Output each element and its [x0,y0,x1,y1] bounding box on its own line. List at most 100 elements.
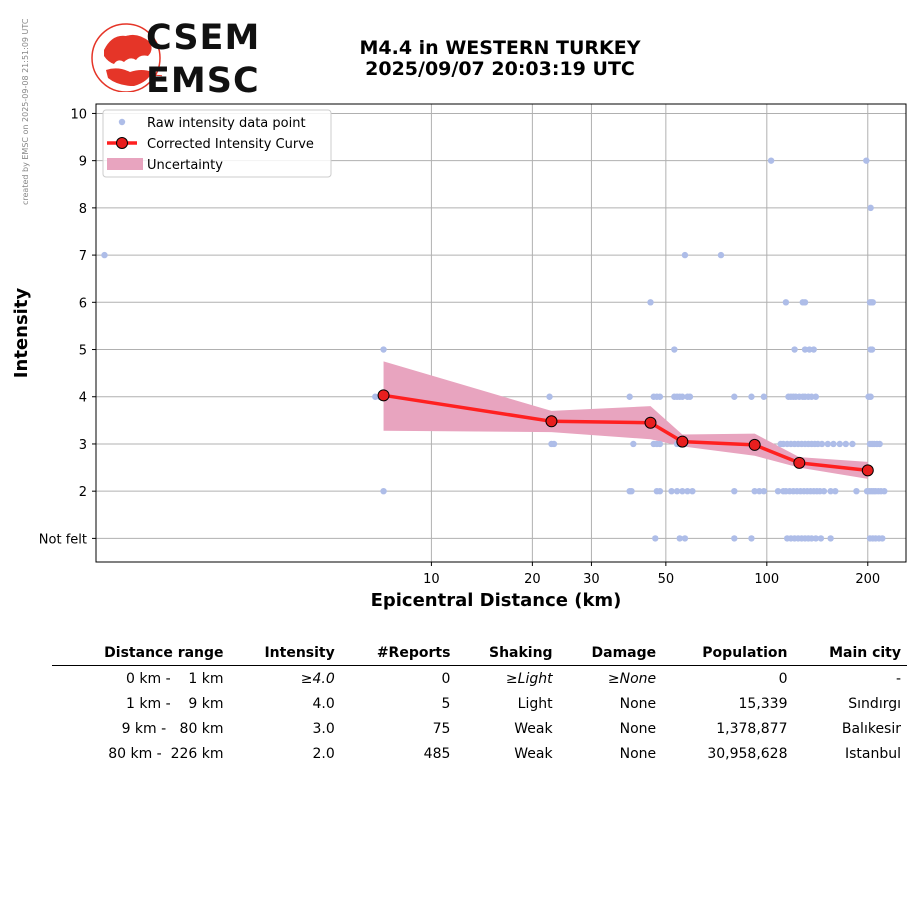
raw-data-point [827,535,834,542]
raw-data-point [876,440,883,448]
cell-shaking: Light [517,695,553,712]
y-tick-label: 9 [79,155,87,170]
cell-reports: 5 [441,695,451,712]
curve-marker [793,456,806,469]
legend-box [102,109,332,178]
uncertainty-band [383,361,868,479]
cell-population: 0 [778,670,788,687]
cell-city: Sındırgı [848,695,901,712]
raw-data-point [731,535,738,542]
y-tick-label: 7 [79,249,87,264]
raw-data-point [380,346,387,353]
raw-data-point [842,440,850,448]
intensity-table: Distance range Intensity #Reports Shakin… [52,640,907,766]
col-distance-range: Distance range [52,640,230,666]
cell-intensity: ≥4.0 [300,670,335,687]
raw-data-point [717,251,725,259]
raw-data-point [849,440,856,448]
raw-data-point [684,487,691,495]
raw-data-point [863,157,870,164]
legend-raw-label: Raw intensity data point [147,116,306,131]
raw-data-point [550,440,558,448]
cell-shaking: Weak [514,720,553,737]
x-tick-label: 200 [855,572,880,587]
raw-data-point [679,487,686,495]
chart-title: M4.4 in WESTERN TURKEY 2025/09/07 20:03:… [300,38,700,80]
y-tick-label: 4 [79,391,87,406]
cell-damage: None [619,695,657,712]
legend-band-label: Uncertainty [147,158,223,173]
raw-data-point [760,487,768,495]
cell-reports: 0 [441,670,451,687]
cell-shaking: Weak [514,745,553,762]
y-tick-label: 10 [70,107,87,122]
y-tick-label: 2 [79,485,87,500]
cell-damage: ≥None [607,670,657,687]
raw-data-point [748,535,755,542]
intensity-chart: Not felt 2 3 4 5 6 7 8 9 10 10 20 30 50 100 200 Epicentr… [11,103,907,611]
raw-data-point [801,299,809,306]
title-line-1: M4.4 in WESTERN TURKEY [359,37,641,59]
cell-reports: 485 [423,745,451,762]
cell-population: 1,378,877 [716,720,788,737]
raw-data-point [656,487,664,495]
raw-data-point [546,393,553,400]
raw-data-point [853,487,860,495]
legend-curve-marker [116,137,128,149]
raw-data-point [671,346,678,353]
x-tick-label: 50 [658,572,675,587]
raw-data-point [824,440,832,448]
table-row: 9 km - 80 km 3.0 75 Weak None 1,378,877 … [52,716,907,741]
cell-reports: 75 [432,720,451,737]
logo-text-csem: CSEM [146,18,261,58]
x-tick-label: 10 [423,572,440,587]
logo-text-emsc: EMSC [146,61,260,101]
col-shaking: Shaking [456,640,559,666]
raw-data-point [836,440,843,448]
curve-marker [545,415,558,428]
plot-frame [95,103,907,563]
raw-data-point [827,487,834,495]
raw-data-point [731,393,738,400]
raw-data-point [817,535,825,542]
raw-data-point [628,487,635,495]
raw-data-point [679,393,686,400]
curve-marker [676,435,689,448]
table-header-row: Distance range Intensity #Reports Shakin… [52,640,907,666]
raw-data-point [689,487,696,495]
y-tick-label: Not felt [39,532,87,547]
legend-band-swatch [107,158,143,170]
x-tick-label: 100 [754,572,779,587]
col-intensity: Intensity [229,640,341,666]
cell-city: - [895,670,901,687]
col-damage: Damage [558,640,663,666]
raw-data-point [668,487,675,495]
x-tick-label: 20 [524,572,541,587]
x-axis-label: Epicentral Distance (km) [371,590,622,611]
raw-data-point [818,440,826,448]
raw-data-point [867,393,874,400]
raw-data-point [830,440,837,448]
y-tick-label: 8 [79,202,87,217]
curve-marker [748,438,761,451]
raw-data-point [791,346,798,353]
raw-data-point [832,487,839,495]
raw-data-point [748,393,755,400]
table-row: 0 km - 1 km ≥4.0 0 ≥Light ≥None 0 - [52,666,907,692]
raw-data-point [380,487,387,495]
raw-data-point [681,251,689,259]
csem-emsc-logo: CSEM EMSC [88,18,261,101]
legend-raw-marker [118,118,126,126]
raw-data-point [630,440,637,448]
cell-population: 15,339 [738,695,788,712]
raw-data-point [756,487,763,495]
raw-data-point [676,535,683,542]
raw-data-point [751,487,758,495]
title-line-2: 2025/09/07 20:03:19 UTC [365,58,635,80]
raw-data-point [881,487,888,495]
raw-data-point [626,393,633,400]
col-population: Population [662,640,794,666]
cell-population: 30,958,628 [707,745,788,762]
curve-marker [861,464,874,477]
raw-data-point [867,204,874,212]
